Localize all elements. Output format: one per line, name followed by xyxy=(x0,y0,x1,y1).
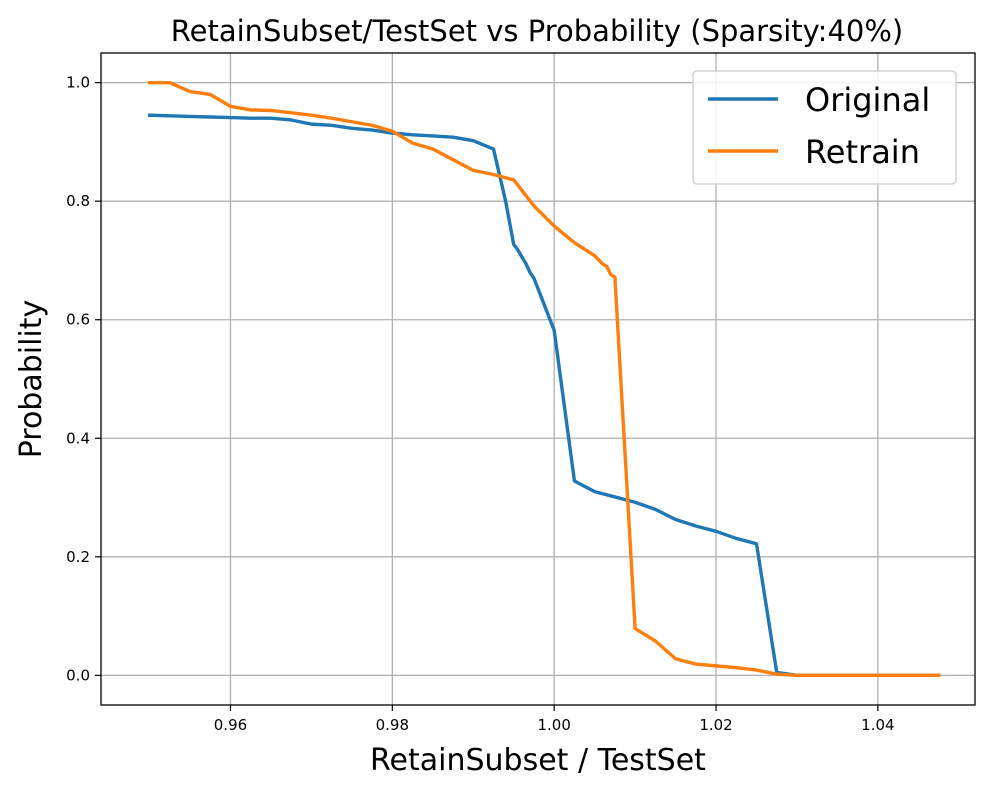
series-line-original xyxy=(147,113,941,678)
y-tick-label: 1.0 xyxy=(66,74,90,92)
y-tick-label: 0.6 xyxy=(66,311,90,329)
x-tick-label: 1.00 xyxy=(537,716,570,734)
legend: Original Retrain xyxy=(692,70,957,185)
series-line-retrain xyxy=(147,80,941,678)
plot-frame xyxy=(100,52,976,706)
x-tick-label: 1.04 xyxy=(861,716,894,734)
y-tick-label: 0.8 xyxy=(66,192,90,210)
legend-label-original: Original xyxy=(805,81,930,119)
y-tick-label: 0.4 xyxy=(66,429,90,447)
x-tick-label: 0.96 xyxy=(214,716,247,734)
chart-title: RetainSubset/TestSet vs Probability (Spa… xyxy=(171,14,903,48)
y-axis-label: Probability xyxy=(14,300,49,459)
x-tick-label: 0.98 xyxy=(376,716,409,734)
y-tick-label: 0.2 xyxy=(66,548,90,566)
y-tick-label: 0.0 xyxy=(66,666,90,684)
series-layer xyxy=(147,80,941,678)
x-tick-label: 1.02 xyxy=(699,716,732,734)
x-axis: 0.96 0.98 1.00 1.02 1.04 xyxy=(214,705,895,734)
legend-label-retrain: Retrain xyxy=(805,133,920,171)
y-axis: 0.0 0.2 0.4 0.6 0.8 1.0 xyxy=(66,74,101,684)
x-axis-label: RetainSubset / TestSet xyxy=(370,743,706,778)
